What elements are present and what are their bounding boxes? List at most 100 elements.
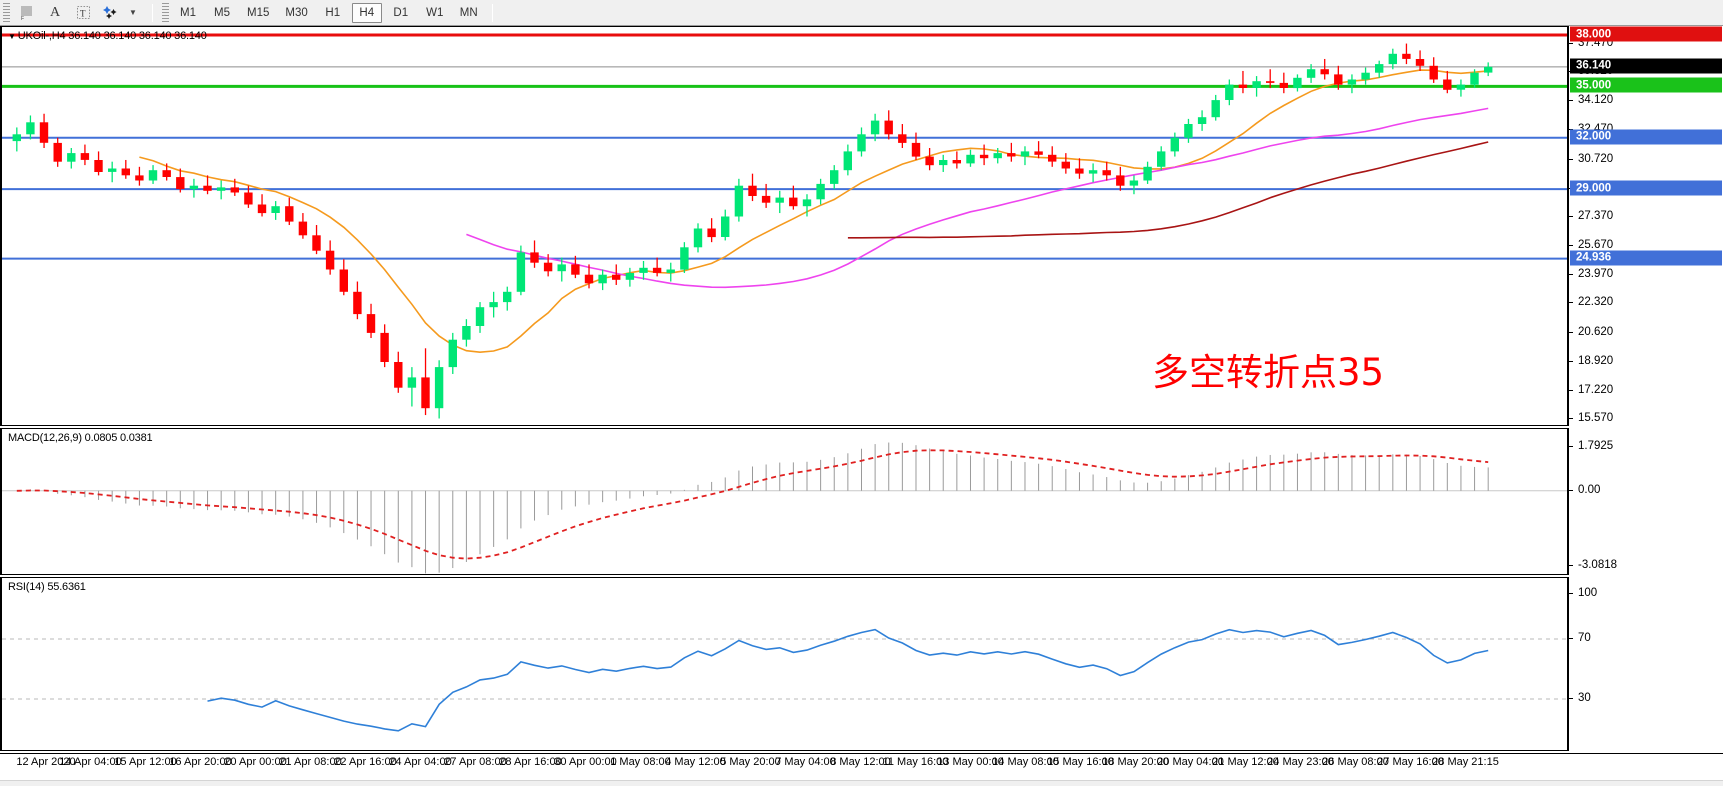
candle-body bbox=[135, 175, 144, 181]
time-tick-label: 14 May 08:00 bbox=[992, 756, 1059, 768]
candle-body bbox=[584, 274, 594, 284]
candle-body bbox=[857, 134, 866, 152]
candle-body bbox=[434, 367, 444, 409]
text-box-icon[interactable]: T bbox=[70, 2, 96, 24]
candle-body bbox=[1034, 151, 1043, 155]
candle-body bbox=[394, 362, 403, 388]
timeframe-mn[interactable]: MN bbox=[459, 6, 478, 19]
price-axis[interactable]: 37.47035.82034.12032.47030.72029.02027.3… bbox=[1567, 26, 1723, 426]
candle-body bbox=[530, 252, 539, 263]
candle-body bbox=[216, 187, 226, 191]
candle-body bbox=[203, 185, 212, 191]
timeframe-m5[interactable]: M5 bbox=[214, 6, 230, 19]
candle-body bbox=[148, 170, 158, 181]
timeframe-m15[interactable]: M15 bbox=[247, 6, 270, 19]
time-tick-label: 26 May 08:00 bbox=[1322, 756, 1389, 768]
candle-body bbox=[843, 151, 852, 171]
price-tick: 23.970 bbox=[1569, 268, 1613, 280]
rsi-tick: 70 bbox=[1569, 632, 1591, 644]
candle-body bbox=[489, 302, 498, 308]
symbol-info-label: ▼ UKOil-,H4 36.140 36.140 36.140 36.140 bbox=[8, 30, 207, 42]
rsi-tick: 100 bbox=[1569, 587, 1597, 599]
candle-body bbox=[816, 183, 825, 200]
candle-body bbox=[789, 197, 798, 207]
time-tick-label: 27 May 16:00 bbox=[1377, 756, 1444, 768]
candle-body bbox=[94, 160, 103, 172]
candle-body bbox=[1443, 79, 1452, 90]
macd-axis[interactable]: 1.7925 0.00 -3.0818 bbox=[1567, 428, 1723, 575]
candle-body bbox=[1225, 84, 1234, 100]
rsi-panel[interactable]: RSI(14) 55.6361 bbox=[0, 577, 1567, 751]
price-tick: 34.120 bbox=[1569, 94, 1613, 106]
objects-list-icon[interactable] bbox=[98, 2, 124, 24]
rsi-line bbox=[207, 628, 1489, 732]
price-panel[interactable]: ▼ UKOil-,H4 36.140 36.140 36.140 36.140 多… bbox=[0, 26, 1567, 426]
candle-body bbox=[1129, 180, 1139, 186]
timeframe-m1[interactable]: M1 bbox=[180, 6, 196, 19]
time-tick-label: 4 May 12:00 bbox=[665, 756, 726, 768]
candle-body bbox=[230, 187, 239, 193]
time-tick-label: 1 May 08:00 bbox=[610, 756, 671, 768]
candle-body bbox=[176, 177, 185, 190]
candle-body bbox=[53, 142, 62, 162]
text-label-icon[interactable]: A bbox=[49, 4, 61, 20]
candle-body bbox=[625, 273, 635, 280]
candle-body bbox=[1197, 117, 1207, 124]
candle-body bbox=[1375, 64, 1384, 73]
time-tick-label: 8 May 12:00 bbox=[830, 756, 891, 768]
timeframe-h4[interactable]: H4 bbox=[351, 2, 382, 23]
chart-toolbar: F A T ▼ M1 M5 M15 M30 H1 H4 D1 W1 MN bbox=[0, 0, 1723, 26]
bottom-scroll-strip[interactable] bbox=[0, 780, 1723, 786]
candle-body bbox=[721, 216, 730, 237]
chevron-down-icon[interactable]: ▼ bbox=[129, 8, 137, 17]
candle-body bbox=[26, 122, 35, 135]
candle-body bbox=[761, 195, 771, 203]
candle-body bbox=[1143, 166, 1152, 181]
timeframe-h1[interactable]: H1 bbox=[325, 6, 341, 19]
candle-body bbox=[1320, 69, 1329, 75]
candle-body bbox=[1102, 170, 1111, 176]
candle-body bbox=[748, 185, 757, 196]
candle-body bbox=[1415, 59, 1425, 66]
candle-body bbox=[1020, 151, 1030, 157]
macd-signal-line bbox=[16, 449, 1489, 560]
candle-body bbox=[1184, 124, 1193, 138]
text-box-glyph: T bbox=[76, 6, 90, 19]
macd-panel[interactable]: MACD(12,26,9) 0.0805 0.0381 bbox=[0, 428, 1567, 575]
time-tick-label: 24 Apr 04:00 bbox=[389, 756, 452, 768]
timeframe-w1[interactable]: W1 bbox=[426, 6, 444, 19]
collapse-arrow-icon[interactable]: ▼ bbox=[8, 32, 16, 41]
macd-label: MACD(12,26,9) 0.0805 0.0381 bbox=[8, 432, 153, 444]
macd-tick: -3.0818 bbox=[1569, 559, 1617, 571]
candle-body bbox=[121, 168, 130, 176]
candle-body bbox=[598, 274, 607, 284]
candle-body bbox=[475, 307, 485, 326]
macd-tick: 0.00 bbox=[1569, 484, 1600, 496]
candle-body bbox=[543, 262, 553, 272]
candle-body bbox=[1211, 100, 1220, 118]
candle-body bbox=[1252, 81, 1261, 88]
symbol-ohlc-text: UKOil-,H4 36.140 36.140 36.140 36.140 bbox=[17, 30, 207, 42]
candle-body bbox=[285, 206, 294, 222]
candle-body bbox=[325, 250, 335, 270]
price-level-24936: 24.936 bbox=[1570, 250, 1722, 266]
candle-body bbox=[462, 326, 471, 340]
time-tick-label: 15 Apr 12:00 bbox=[114, 756, 177, 768]
time-tick-label: 13 May 00:00 bbox=[937, 756, 1004, 768]
candle-body bbox=[775, 197, 784, 203]
timeframe-drag-handle[interactable] bbox=[162, 2, 169, 23]
toolbar-drag-handle[interactable] bbox=[3, 2, 10, 23]
rsi-tick: 30 bbox=[1569, 692, 1591, 704]
template-icon[interactable]: F bbox=[14, 2, 40, 24]
time-tick-label: 30 Apr 00:00 bbox=[554, 756, 617, 768]
candle-body bbox=[1334, 74, 1343, 85]
candle-body bbox=[802, 199, 812, 207]
macd-plot bbox=[2, 442, 1567, 574]
candle-body bbox=[1007, 153, 1016, 157]
timeframe-d1[interactable]: D1 bbox=[393, 6, 409, 19]
rsi-axis[interactable]: 100 70 30 bbox=[1567, 577, 1723, 751]
timeframe-m30[interactable]: M30 bbox=[285, 6, 308, 19]
price-level-29: 29.000 bbox=[1570, 180, 1722, 196]
ma-overlay bbox=[466, 107, 1489, 289]
